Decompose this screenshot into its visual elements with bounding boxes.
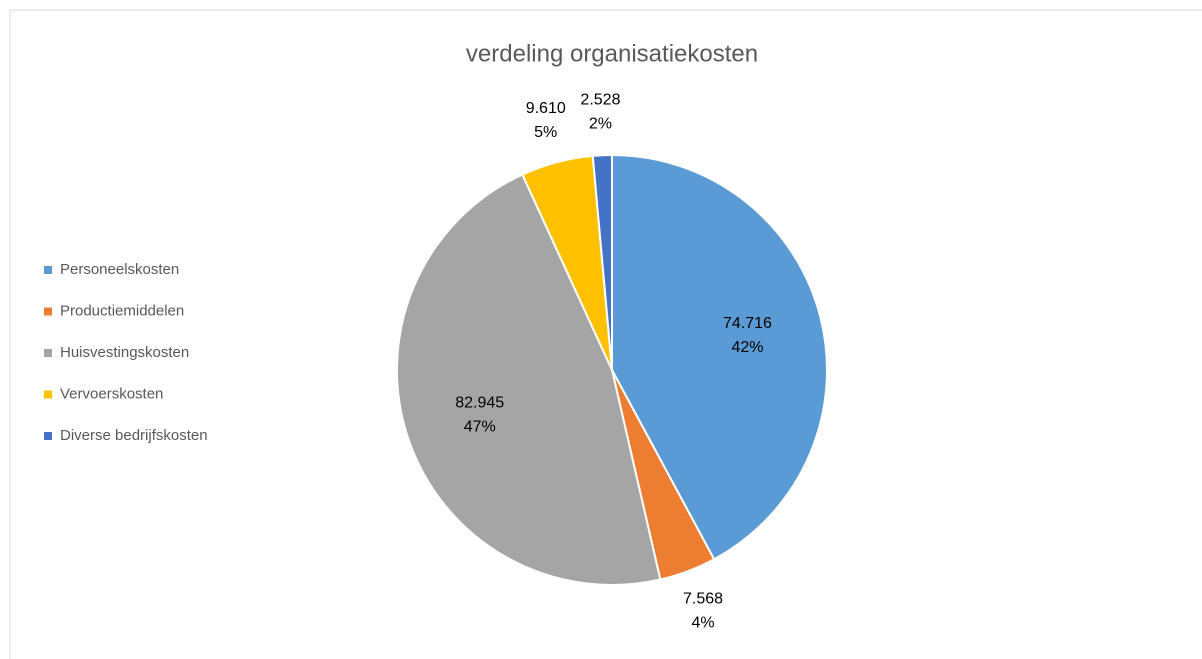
legend-label: Personeelskosten: [60, 261, 179, 278]
chart-title: verdeling organisatiekosten: [466, 40, 758, 67]
legend-label: Vervoerskosten: [60, 385, 163, 402]
legend-swatch: [44, 307, 52, 316]
value-label: 2.528: [580, 91, 620, 108]
percent-label: 5%: [534, 124, 557, 141]
percent-label: 4%: [692, 615, 715, 632]
legend-swatch: [44, 349, 52, 357]
percent-label: 2%: [589, 115, 612, 132]
percent-label: 42%: [731, 339, 763, 356]
legend-swatch: [44, 266, 52, 274]
pie-slice: [611, 153, 828, 561]
legend-label: Productiemiddelen: [60, 302, 184, 319]
value-label: 82.945: [455, 394, 504, 411]
pie-slice: [396, 173, 662, 586]
value-label: 9.610: [526, 100, 566, 117]
pie-slice: [591, 153, 613, 371]
value-label: 74.716: [723, 315, 772, 332]
legend-swatch: [44, 432, 52, 440]
legend-label: Diverse bedrijfskosten: [60, 427, 208, 444]
percent-label: 47%: [464, 418, 496, 435]
legend-swatch: [44, 390, 52, 399]
legend-label: Huisvestingskosten: [60, 344, 189, 361]
value-label: 7.568: [683, 591, 723, 608]
